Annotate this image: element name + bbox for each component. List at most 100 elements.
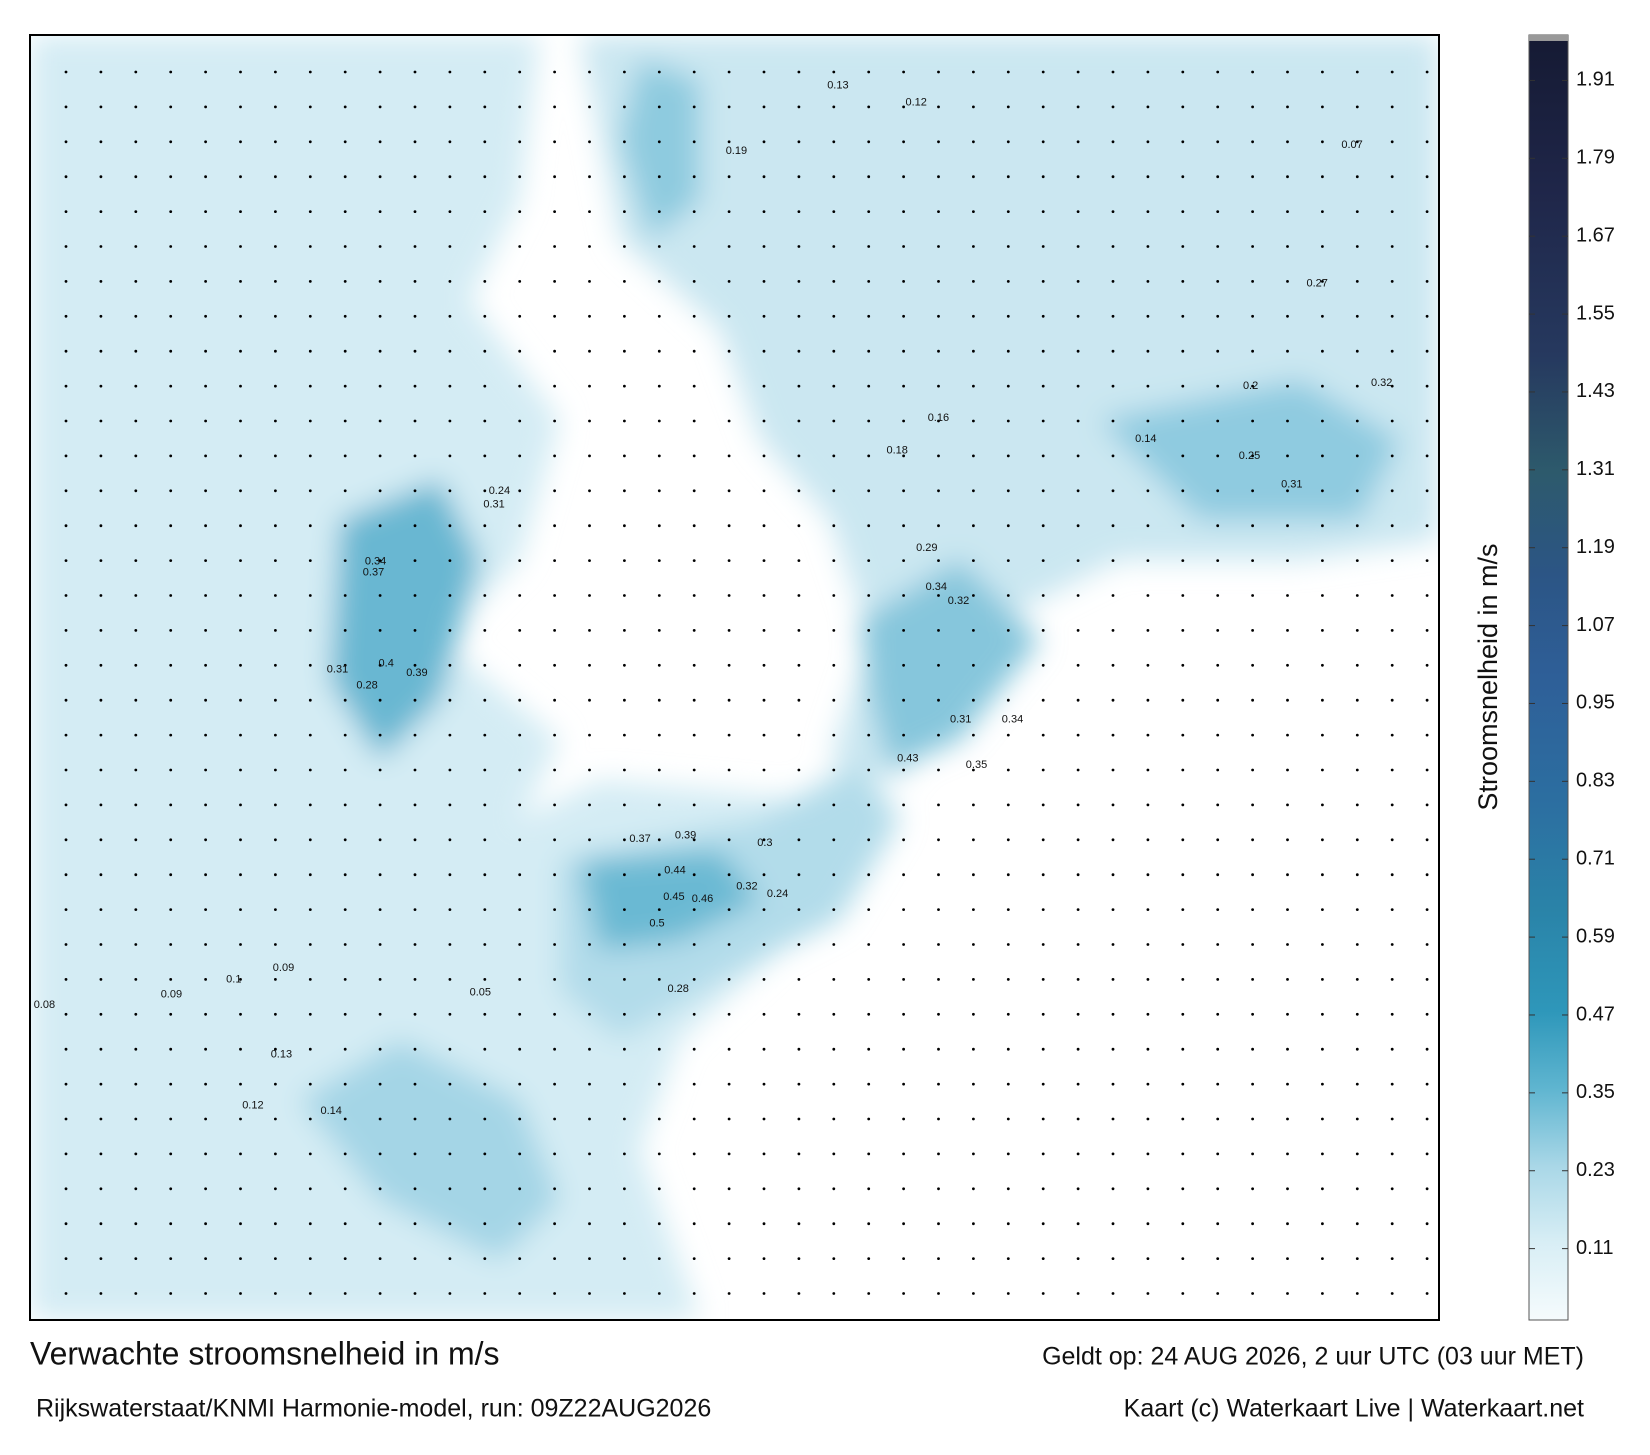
grid-dot	[99, 140, 103, 144]
grid-dot	[308, 140, 312, 144]
grid-dot	[727, 873, 731, 877]
grid-dot	[797, 1187, 801, 1191]
grid-dot	[239, 1152, 242, 1156]
grid-dot	[762, 245, 766, 248]
grid-dot	[1111, 1117, 1115, 1121]
grid-dot	[1425, 908, 1429, 911]
grid-dot	[1355, 629, 1359, 632]
grid-dot	[99, 698, 103, 702]
grid-dot	[1006, 175, 1010, 179]
grid-dot	[1390, 1222, 1394, 1226]
grid-dot	[1425, 838, 1429, 842]
grid-dot	[239, 1257, 242, 1260]
grid-dot	[134, 629, 138, 632]
grid-dot	[1041, 175, 1045, 179]
grid-dot	[1286, 1082, 1289, 1086]
grid-dot	[518, 803, 522, 807]
grid-dot	[553, 280, 556, 283]
grid-dot	[1321, 803, 1324, 807]
grid-dot	[378, 559, 382, 562]
grid-dot	[413, 803, 417, 807]
grid-dot	[169, 314, 173, 318]
grid-dot	[553, 594, 556, 597]
grid-dot	[588, 140, 591, 144]
grid-dot	[657, 1047, 661, 1051]
grid-dot	[972, 908, 975, 911]
grid-dot	[274, 873, 277, 877]
grid-dot	[1390, 1047, 1394, 1051]
grid-dot	[64, 280, 68, 283]
grid-dot	[902, 1257, 905, 1260]
grid-dot	[832, 1292, 836, 1295]
grid-dot	[797, 768, 801, 772]
grid-dot	[134, 1257, 138, 1260]
grid-dot	[204, 1047, 208, 1051]
grid-dot	[134, 943, 138, 946]
grid-dot	[588, 489, 591, 493]
grid-dot	[1355, 314, 1359, 318]
grid-dot	[1390, 943, 1394, 946]
grid-dot	[1321, 559, 1324, 562]
grid-dot	[239, 559, 242, 562]
grid-dot	[343, 70, 347, 74]
grid-dot	[204, 803, 208, 807]
grid-dot	[797, 733, 801, 737]
grid-dot	[239, 419, 242, 423]
grid-dot	[1181, 1152, 1185, 1156]
grid-dot	[378, 384, 382, 388]
grid-dot	[937, 524, 940, 528]
grid-dot	[308, 454, 312, 458]
grid-dot	[1041, 1187, 1045, 1191]
grid-dot	[64, 489, 68, 493]
grid-dot	[902, 210, 905, 214]
grid-dot	[867, 908, 871, 911]
grid-dot	[727, 349, 731, 353]
map-value-label: 0.31	[483, 499, 504, 511]
grid-dot	[867, 1292, 871, 1295]
grid-dot	[1251, 1257, 1254, 1260]
colorbar-tick-label: 1.07	[1576, 614, 1615, 636]
grid-dot	[343, 698, 347, 702]
grid-dot	[239, 873, 242, 877]
grid-dot	[1251, 140, 1254, 144]
map-value-label: 0.12	[242, 1100, 263, 1112]
grid-dot	[378, 943, 382, 946]
grid-dot	[518, 419, 522, 423]
grid-dot	[588, 663, 591, 667]
grid-dot	[1251, 1222, 1254, 1226]
grid-dot	[169, 1117, 173, 1121]
grid-dot	[1111, 314, 1115, 318]
grid-dot	[832, 838, 836, 842]
grid-dot	[657, 524, 661, 528]
grid-dot	[867, 314, 871, 318]
grid-dot	[1041, 1222, 1045, 1226]
grid-dot	[413, 559, 417, 562]
grid-dot	[1181, 1012, 1185, 1016]
grid-dot	[169, 559, 173, 562]
grid-dot	[1355, 1292, 1359, 1295]
grid-dot	[588, 873, 591, 877]
map-value-label: 0.37	[363, 566, 384, 578]
grid-dot	[623, 943, 626, 946]
grid-dot	[867, 384, 871, 388]
grid-dot	[623, 1292, 626, 1295]
grid-dot	[448, 245, 452, 248]
grid-dot	[99, 978, 103, 981]
grid-dot	[1041, 594, 1045, 597]
grid-dot	[343, 733, 347, 737]
grid-dot	[692, 175, 696, 179]
grid-dot	[902, 1047, 905, 1051]
grid-dot	[762, 698, 766, 702]
map-value-label: 0.28	[356, 680, 377, 692]
grid-dot	[448, 1117, 452, 1121]
grid-dot	[867, 1257, 871, 1260]
grid-dot	[239, 943, 242, 946]
map-value-label: 0.29	[916, 542, 937, 554]
grid-dot	[99, 663, 103, 667]
grid-dot	[1321, 524, 1324, 528]
grid-dot	[1006, 629, 1010, 632]
grid-dot	[169, 280, 173, 283]
grid-dot	[1216, 314, 1220, 318]
grid-dot	[553, 1047, 556, 1051]
grid-dot	[413, 349, 417, 353]
